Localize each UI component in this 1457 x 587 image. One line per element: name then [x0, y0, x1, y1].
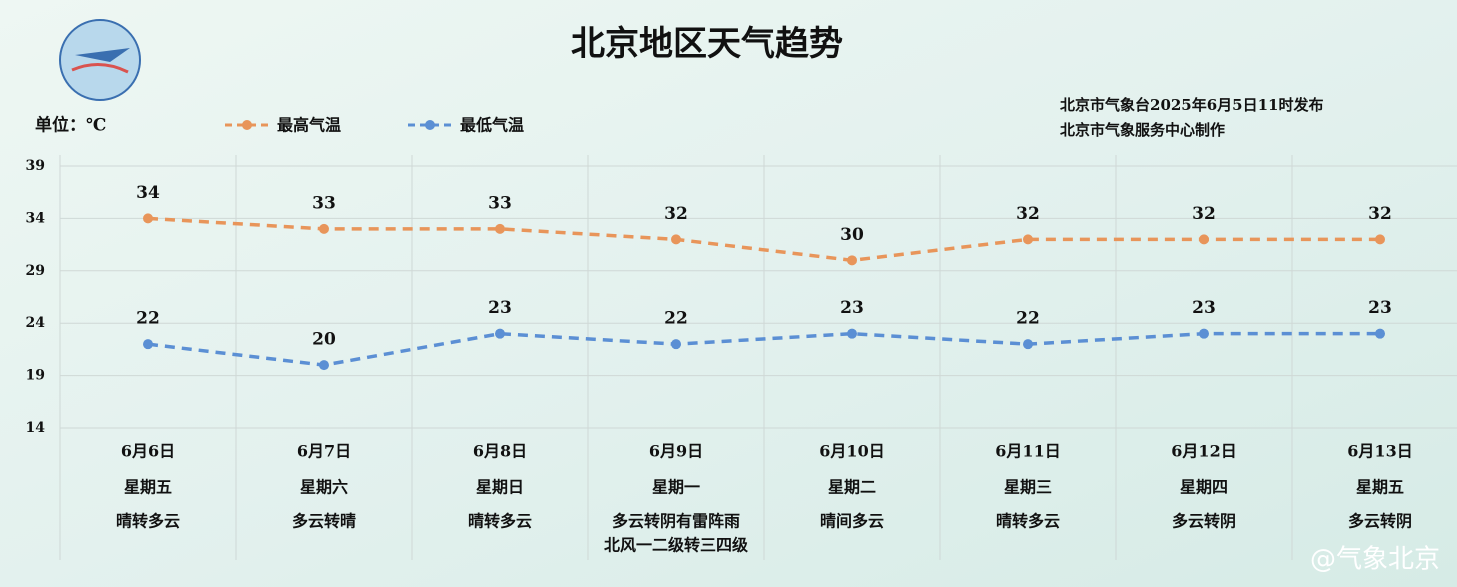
weekday-label: 星期日 — [476, 478, 524, 497]
data-label: 33 — [488, 193, 512, 213]
data-point — [1023, 339, 1033, 350]
data-point — [671, 234, 681, 245]
data-point — [671, 339, 681, 350]
weather-label: 多云转阴 — [1348, 512, 1412, 531]
data-point — [143, 339, 153, 350]
weather-label: 多云转阴 — [1172, 512, 1236, 531]
x-tick-label: 6月13日 — [1347, 442, 1412, 461]
y-tick-label: 34 — [26, 210, 46, 226]
chart-title: 北京地区天气趋势 — [571, 24, 843, 64]
data-label: 32 — [1192, 204, 1216, 224]
data-point — [495, 223, 505, 234]
y-tick-label: 19 — [26, 368, 45, 384]
data-label: 22 — [664, 309, 688, 329]
data-point — [847, 255, 857, 266]
weather-label: 晴转多云 — [468, 512, 532, 531]
data-point — [1199, 328, 1209, 339]
weather-label: 多云转晴 — [292, 512, 356, 531]
logo — [59, 19, 141, 101]
x-tick-label: 6月12日 — [1171, 442, 1236, 461]
weekday-label: 星期三 — [1004, 478, 1052, 497]
data-label: 23 — [1368, 298, 1392, 318]
data-point — [1023, 234, 1033, 245]
data-label: 30 — [840, 225, 864, 245]
weather-label: 晴转多云 — [996, 512, 1060, 531]
x-tick-label: 6月11日 — [995, 442, 1060, 461]
data-label: 23 — [488, 298, 512, 318]
weekday-label: 星期六 — [300, 478, 348, 497]
data-point — [495, 328, 505, 339]
issuer-line: 北京市气象服务中心制作 — [1060, 121, 1225, 139]
data-label: 32 — [664, 204, 688, 224]
legend-label: 最低气温 — [460, 116, 524, 135]
data-point — [143, 213, 153, 224]
data-point — [1199, 234, 1209, 245]
data-point — [319, 223, 329, 234]
x-tick-label: 6月9日 — [649, 442, 703, 461]
y-tick-label: 14 — [26, 420, 46, 436]
legend-dot — [242, 120, 252, 130]
weather-label: 晴间多云 — [820, 512, 884, 531]
unit-label: 单位：℃ — [35, 115, 106, 136]
legend-dot — [425, 120, 435, 130]
weekday-label: 星期二 — [828, 478, 876, 497]
weekday-label: 星期四 — [1180, 478, 1228, 497]
data-label: 22 — [136, 309, 160, 329]
weather-label: 多云转阴有雷阵雨 — [612, 512, 740, 531]
weather-label: 晴转多云 — [116, 512, 180, 531]
weekday-label: 星期五 — [124, 478, 172, 497]
data-label: 32 — [1368, 204, 1392, 224]
series-line — [147, 331, 1380, 367]
y-tick-label: 39 — [26, 158, 45, 174]
issuer-line: 北京市气象台2025年6月5日11时发布 — [1060, 96, 1324, 114]
y-tick-label: 24 — [26, 315, 46, 331]
weekday-label: 星期一 — [652, 478, 700, 497]
y-tick-label: 29 — [26, 263, 45, 279]
data-label: 33 — [312, 193, 336, 213]
watermark: @气象北京 — [1310, 545, 1440, 575]
data-point — [1375, 328, 1385, 339]
data-label: 23 — [1192, 298, 1216, 318]
x-tick-label: 6月6日 — [121, 442, 175, 461]
data-point — [319, 360, 329, 371]
data-point — [1375, 234, 1385, 245]
x-tick-label: 6月8日 — [473, 442, 527, 461]
series-line — [147, 216, 1380, 263]
weekday-label: 星期五 — [1356, 478, 1404, 497]
data-label: 34 — [136, 183, 160, 203]
x-tick-label: 6月7日 — [297, 442, 351, 461]
legend-label: 最高气温 — [277, 116, 341, 135]
data-label: 22 — [1016, 309, 1040, 329]
data-label: 20 — [312, 330, 336, 350]
data-label: 23 — [840, 298, 864, 318]
data-label: 32 — [1016, 204, 1040, 224]
weather-label: 北风一二级转三四级 — [604, 536, 749, 555]
data-point — [847, 328, 857, 339]
x-tick-label: 6月10日 — [819, 442, 884, 461]
